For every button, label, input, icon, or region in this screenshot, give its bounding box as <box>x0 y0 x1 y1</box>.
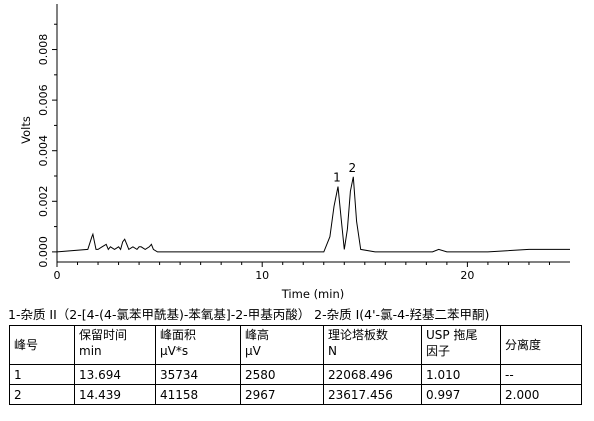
y-tick-label: 0.006 <box>37 84 50 116</box>
header-peak-no: 峰号 <box>9 325 75 365</box>
plot-area: 0 10 20 0.000 0.002 0.004 0.006 0.008 12 <box>37 4 570 282</box>
header-peak-height: 峰高 μV <box>240 325 324 365</box>
cell-usp-tailing: 1.010 <box>421 364 501 385</box>
cell-peak-height: 2580 <box>240 364 324 385</box>
peak-results-table: 峰号 保留时间 min 峰面积 μV*s 峰高 μV 理论塔板数 N USP 拖尾 因子 … <box>9 325 582 405</box>
cell-theoretical-plates: 22068.496 <box>323 364 422 385</box>
cell-theoretical-plates: 23617.456 <box>323 384 422 405</box>
y-tick-label: 0.000 <box>37 236 50 268</box>
table-header-row: 峰号 保留时间 min 峰面积 μV*s 峰高 μV 理论塔板数 N USP 拖尾 因子 … <box>9 325 582 365</box>
y-axis-label: Volts <box>19 116 33 144</box>
header-retention-time: 保留时间 min <box>74 325 156 365</box>
y-tick-label: 0.002 <box>37 186 50 218</box>
table-row: 2 14.439 41158 2967 23617.456 0.997 2.00… <box>9 384 582 405</box>
cell-peak-no: 1 <box>9 364 75 385</box>
peak-legend-caption: 1-杂质 II（2-[4-(4-氯苯甲酰基)-苯氧基]-2-甲基丙酸） 2-杂质… <box>8 307 490 322</box>
cell-resolution: 2.000 <box>500 384 582 405</box>
cell-peak-height: 2967 <box>240 384 324 405</box>
peak-label: 2 <box>348 161 356 175</box>
y-tick-label: 0.008 <box>37 34 50 66</box>
cell-peak-area: 35734 <box>155 364 241 385</box>
x-tick-label: 10 <box>255 269 269 282</box>
cell-retention-time: 14.439 <box>74 384 156 405</box>
y-tick-label: 0.004 <box>37 135 50 167</box>
x-tick-label: 20 <box>460 269 474 282</box>
header-resolution: 分离度 <box>500 325 582 365</box>
cell-resolution: -- <box>500 364 582 385</box>
chromatogram-trace <box>56 176 570 253</box>
header-usp-tailing: USP 拖尾 因子 <box>421 325 501 365</box>
header-peak-area: 峰面积 μV*s <box>155 325 241 365</box>
cell-usp-tailing: 0.997 <box>421 384 501 405</box>
cell-peak-area: 41158 <box>155 384 241 405</box>
chromatogram-chart: 0 10 20 0.000 0.002 0.004 0.006 0.008 12 Time (m… <box>19 4 570 301</box>
x-tick-label: 0 <box>54 269 61 282</box>
peak-label: 1 <box>333 171 341 185</box>
header-theoretical-plates: 理论塔板数 N <box>323 325 422 365</box>
x-axis-label: Time (min) <box>281 287 344 301</box>
cell-retention-time: 13.694 <box>74 364 156 385</box>
cell-peak-no: 2 <box>9 384 75 405</box>
table-row: 1 13.694 35734 2580 22068.496 1.010 -- <box>9 364 582 385</box>
